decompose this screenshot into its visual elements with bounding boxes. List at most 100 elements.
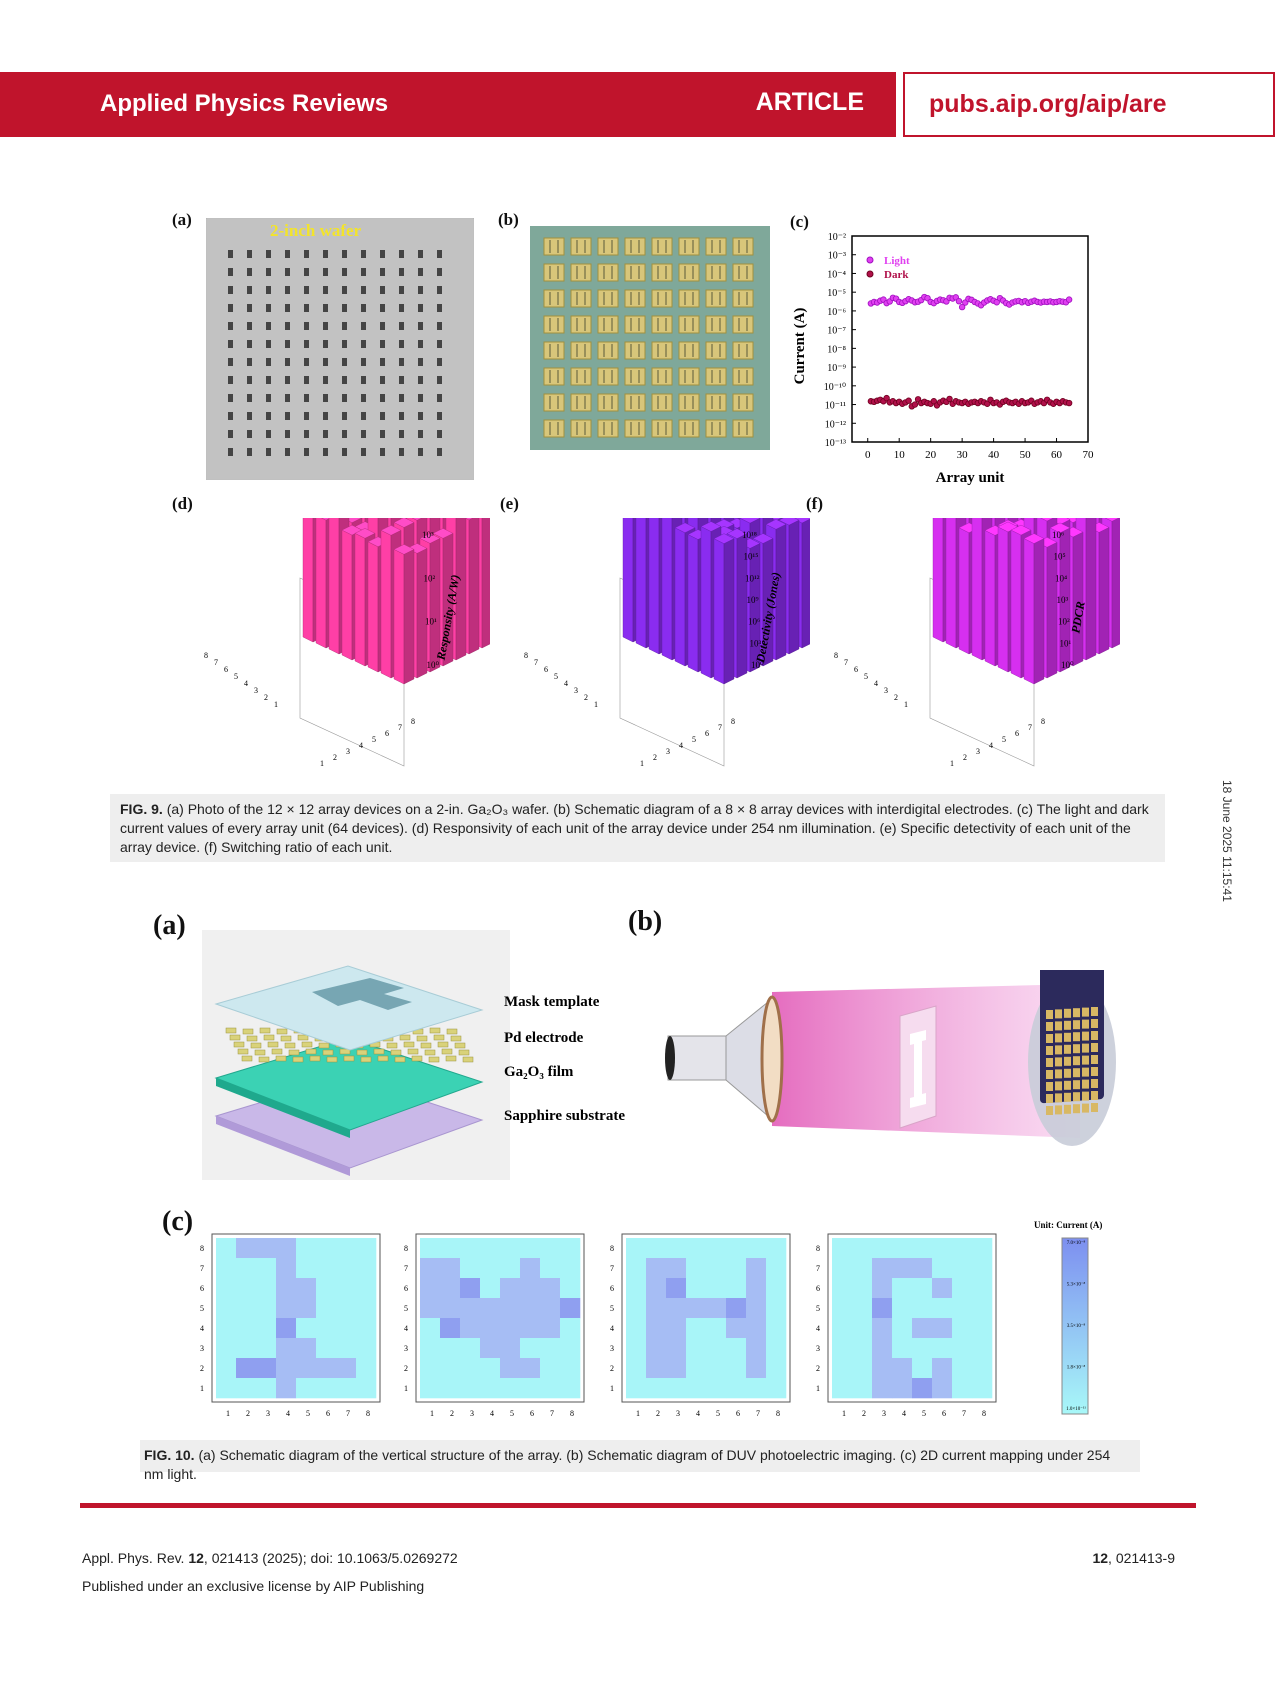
detector-pixel bbox=[1073, 1044, 1080, 1054]
electrode-pad bbox=[705, 419, 727, 438]
pd-pad bbox=[390, 1049, 402, 1056]
electrode-pad bbox=[732, 289, 754, 308]
map-cell bbox=[460, 1258, 481, 1279]
wafer-device bbox=[418, 430, 423, 438]
wafer-device bbox=[418, 286, 423, 294]
electrode-pad bbox=[624, 393, 646, 412]
wafer-device bbox=[361, 250, 366, 258]
electrode-pad bbox=[597, 237, 619, 256]
x-axis-label: Array unit bbox=[936, 470, 1005, 486]
wafer-device bbox=[266, 358, 271, 366]
pd-pad bbox=[259, 1027, 271, 1034]
col-tick-label: 1 bbox=[320, 759, 324, 768]
citation-doi[interactable]: , 021413 (2025); doi: 10.1063/5.0269272 bbox=[203, 1550, 458, 1566]
map-x-tick: 5 bbox=[510, 1409, 514, 1418]
detector-array bbox=[1040, 970, 1104, 1104]
pd-pad bbox=[229, 1034, 241, 1041]
pd-pad bbox=[386, 1042, 398, 1049]
wafer-device bbox=[437, 394, 442, 402]
z-tick-label: 10¹⁵ bbox=[744, 552, 759, 562]
bar-top bbox=[464, 518, 474, 521]
map-cell bbox=[316, 1258, 337, 1279]
electrode-pad bbox=[732, 315, 754, 334]
map-x-tick: 8 bbox=[570, 1409, 574, 1418]
map-cell bbox=[892, 1358, 913, 1379]
journal-url-link[interactable]: pubs.aip.org/aip/are bbox=[929, 90, 1167, 118]
map-cell bbox=[706, 1378, 727, 1399]
map-cell bbox=[726, 1378, 747, 1399]
wafer-device bbox=[228, 394, 233, 402]
map-cell bbox=[686, 1278, 707, 1299]
duv-imaging-schematic bbox=[665, 970, 1116, 1146]
wafer-device bbox=[323, 304, 328, 312]
map-cell bbox=[256, 1378, 277, 1399]
z-tick-label: 10⁴ bbox=[1055, 573, 1067, 583]
bar-left-face bbox=[713, 538, 725, 685]
y-tick-label: 10⁻⁵ bbox=[827, 288, 846, 299]
detector-pixel bbox=[1055, 1069, 1062, 1079]
wafer-device bbox=[361, 430, 366, 438]
pd-pad bbox=[339, 1048, 351, 1055]
bar-right-face bbox=[416, 548, 428, 679]
col-tick-label: 5 bbox=[692, 735, 696, 744]
wafer-device bbox=[266, 250, 271, 258]
electrode-pad bbox=[543, 367, 565, 386]
wafer-device bbox=[228, 430, 233, 438]
map-cell bbox=[316, 1338, 337, 1359]
pd-pad bbox=[280, 1035, 292, 1042]
map-cell bbox=[480, 1378, 501, 1399]
bar-left-face bbox=[1023, 538, 1035, 685]
pd-pad bbox=[254, 1049, 266, 1056]
wafer-device bbox=[247, 448, 252, 456]
electrode-pad bbox=[570, 419, 592, 438]
wafer-device bbox=[361, 286, 366, 294]
wafer-device bbox=[437, 358, 442, 366]
col-tick-label: 8 bbox=[731, 717, 735, 726]
map-cell bbox=[892, 1378, 913, 1399]
journal-url-box[interactable]: pubs.aip.org/aip/are bbox=[903, 72, 1275, 137]
map-cell bbox=[852, 1338, 873, 1359]
map-cell bbox=[952, 1378, 973, 1399]
map-cell bbox=[726, 1338, 747, 1359]
wafer-device bbox=[399, 340, 404, 348]
journal-header-bar: Applied Physics Reviews ARTICLE bbox=[0, 72, 896, 137]
map-cell bbox=[706, 1358, 727, 1379]
wafer-device bbox=[380, 394, 385, 402]
map-x-tick: 1 bbox=[226, 1409, 230, 1418]
x-tick-label: 40 bbox=[988, 449, 1000, 461]
map-cell bbox=[872, 1338, 893, 1359]
wafer-device bbox=[247, 322, 252, 330]
detector-pixel bbox=[1082, 1079, 1089, 1089]
wafer-device bbox=[285, 268, 290, 276]
map-x-tick: 6 bbox=[736, 1409, 740, 1418]
bar-top bbox=[713, 533, 735, 544]
map-cell bbox=[216, 1378, 237, 1399]
fig9-label-c: (c) bbox=[790, 212, 809, 231]
map-y-tick: 5 bbox=[816, 1304, 820, 1313]
map-x-tick: 3 bbox=[676, 1409, 680, 1418]
z-tick-label: 10¹ bbox=[1060, 638, 1072, 648]
map-y-tick: 1 bbox=[610, 1384, 614, 1393]
map-cell bbox=[440, 1318, 461, 1339]
electrode-pad bbox=[570, 367, 592, 386]
pd-pad bbox=[416, 1035, 428, 1042]
map-cell bbox=[932, 1238, 953, 1259]
pd-pad bbox=[411, 1055, 423, 1062]
map-cell bbox=[216, 1278, 237, 1299]
layer-label-ga2o3: Ga₂O₃ film bbox=[504, 1064, 574, 1080]
electrode-pad bbox=[732, 237, 754, 256]
map-cell bbox=[460, 1358, 481, 1379]
wafer-device bbox=[323, 412, 328, 420]
map-cell bbox=[316, 1358, 337, 1379]
map-cell bbox=[216, 1318, 237, 1339]
map-cell bbox=[746, 1258, 767, 1279]
map-cell bbox=[420, 1358, 441, 1379]
map-cell bbox=[892, 1338, 913, 1359]
pd-pad bbox=[322, 1049, 334, 1056]
legend-light-label: Light bbox=[884, 255, 910, 267]
map-cell bbox=[912, 1378, 933, 1399]
detector-pixel bbox=[1091, 1019, 1098, 1028]
map-cell bbox=[932, 1358, 953, 1379]
map-cell bbox=[932, 1258, 953, 1279]
map-cell bbox=[540, 1358, 561, 1379]
